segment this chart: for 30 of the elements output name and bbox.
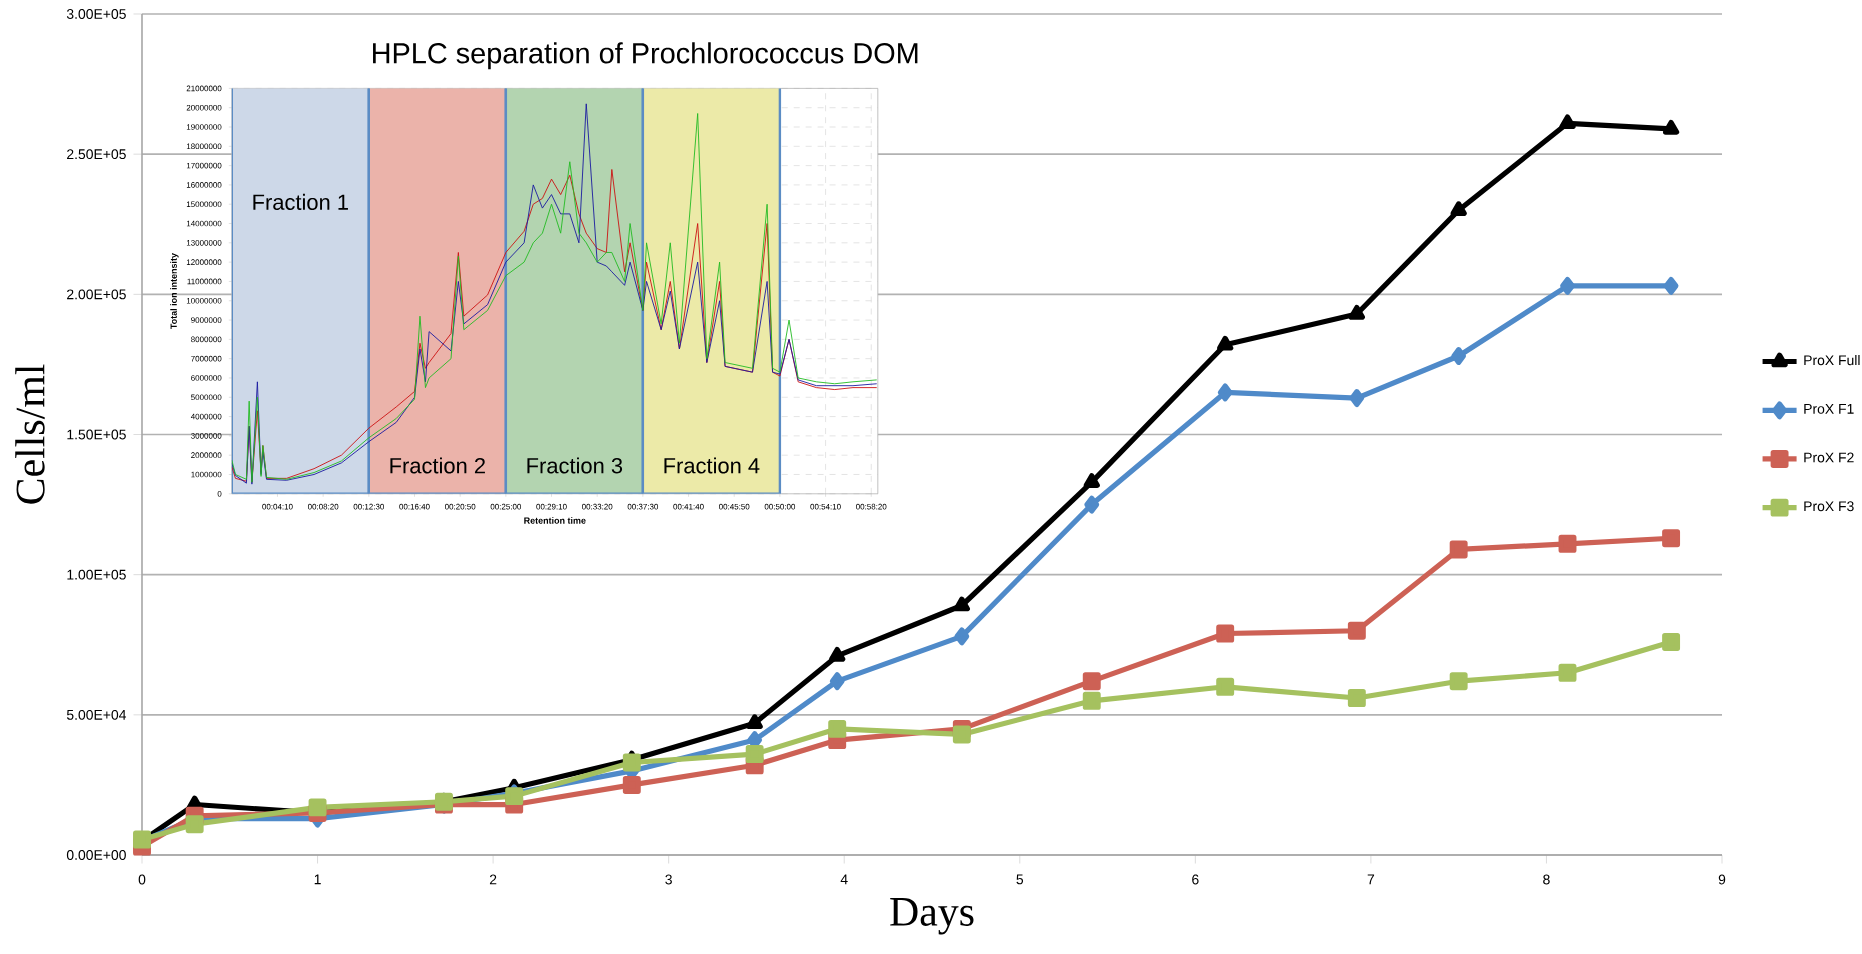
- x-tick-label: 1: [314, 874, 321, 885]
- band-label: Fraction 4: [664, 457, 760, 474]
- x-tick-label: 8: [1543, 874, 1550, 885]
- band-label: Fraction 3: [527, 457, 623, 474]
- x-tick-label: 4: [840, 874, 848, 885]
- chart-title: HPLC separation of Prochlorococcus DOM: [373, 42, 918, 70]
- band-label: Fraction 1: [253, 193, 348, 210]
- y-tick-label: 2.50E+05: [67, 149, 126, 160]
- legend-label: ProX F1: [1804, 404, 1854, 414]
- y-tick-label: 2.00E+05: [67, 289, 126, 300]
- y-axis-title: Total ion intensity: [170, 253, 179, 330]
- band-label: Fraction 2: [390, 457, 485, 474]
- legend-label: ProX F2: [1804, 452, 1854, 463]
- x-axis-title: Retention time: [524, 517, 586, 524]
- legend-label: ProX F3: [1804, 501, 1854, 512]
- y-tick-label: 0.00E+00: [66, 850, 126, 860]
- x-tick-label: 9: [1718, 874, 1726, 885]
- x-tick-label: 2: [489, 874, 497, 885]
- x-tick-label: 6: [1192, 874, 1199, 885]
- x-tick-label: 5: [1016, 874, 1024, 885]
- y-tick-label: 3.00E+05: [66, 9, 126, 19]
- y-tick-label: 1.50E+05: [67, 429, 126, 440]
- legend-label: ProX Full: [1804, 354, 1860, 366]
- y-axis-title: Cells/ml: [15, 364, 45, 504]
- y-tick-label: 5.00E+04: [66, 709, 127, 720]
- x-tick-label: 0: [138, 874, 146, 885]
- x-axis-title: Days: [890, 898, 974, 935]
- y-tick-label: 1.00E+05: [67, 569, 126, 580]
- x-tick-label: 7: [1367, 874, 1375, 885]
- x-tick-label: 3: [665, 874, 672, 885]
